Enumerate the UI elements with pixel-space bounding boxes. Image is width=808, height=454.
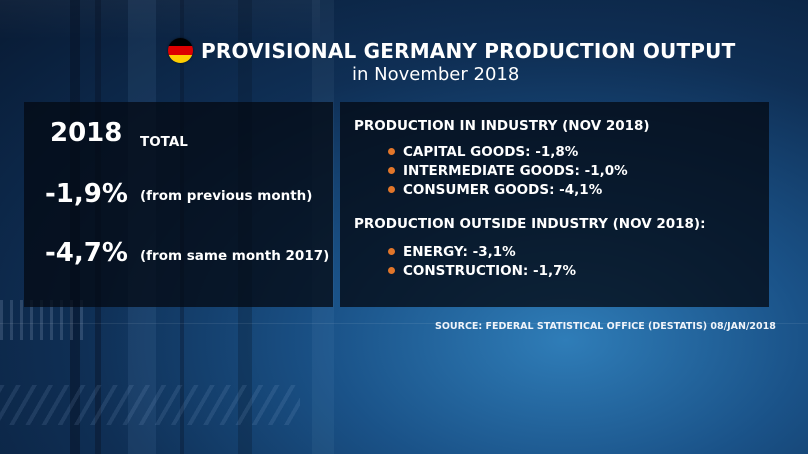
bullet-dot-icon bbox=[388, 267, 395, 274]
background-blur bbox=[0, 0, 320, 40]
page-subtitle: in November 2018 bbox=[352, 64, 520, 85]
list-item-label: CONSTRUCTION: -1,7% bbox=[403, 262, 577, 279]
outside-industry-heading: PRODUCTION OUTSIDE INDUSTRY (NOV 2018): bbox=[354, 216, 706, 232]
list-item: CAPITAL GOODS: -1,8% bbox=[388, 142, 628, 161]
yearly-change-note: (from same month 2017) bbox=[140, 248, 330, 264]
list-item: CONSUMER GOODS: -4,1% bbox=[388, 180, 628, 199]
outside-industry-list: ENERGY: -3,1% CONSTRUCTION: -1,7% bbox=[388, 242, 576, 280]
bullet-dot-icon bbox=[388, 148, 395, 155]
background-dashes bbox=[0, 385, 300, 425]
monthly-change-value: -1,9% bbox=[45, 179, 128, 209]
list-item: ENERGY: -3,1% bbox=[388, 242, 576, 261]
germany-flag-icon bbox=[168, 38, 193, 63]
yearly-change-value: -4,7% bbox=[45, 238, 128, 268]
title-row: PROVISIONAL GERMANY PRODUCTION OUTPUT bbox=[168, 38, 735, 63]
industry-heading: PRODUCTION IN INDUSTRY (NOV 2018) bbox=[354, 118, 650, 134]
list-item: CONSTRUCTION: -1,7% bbox=[388, 261, 576, 280]
monthly-change-note: (from previous month) bbox=[140, 188, 313, 204]
bullet-dot-icon bbox=[388, 167, 395, 174]
list-item-label: INTERMEDIATE GOODS: -1,0% bbox=[403, 162, 628, 179]
total-label: TOTAL bbox=[140, 134, 188, 150]
bullet-dot-icon bbox=[388, 186, 395, 193]
breakdown-panel: PRODUCTION IN INDUSTRY (NOV 2018) CAPITA… bbox=[340, 102, 769, 307]
background-line bbox=[0, 323, 808, 324]
page-title: PROVISIONAL GERMANY PRODUCTION OUTPUT bbox=[201, 38, 736, 63]
bullet-dot-icon bbox=[388, 248, 395, 255]
list-item-label: ENERGY: -3,1% bbox=[403, 243, 516, 260]
industry-list: CAPITAL GOODS: -1,8% INTERMEDIATE GOODS:… bbox=[388, 142, 628, 199]
list-item: INTERMEDIATE GOODS: -1,0% bbox=[388, 161, 628, 180]
source-note: SOURCE: FEDERAL STATISTICAL OFFICE (DEST… bbox=[435, 321, 776, 332]
list-item-label: CAPITAL GOODS: -1,8% bbox=[403, 143, 579, 160]
list-item-label: CONSUMER GOODS: -4,1% bbox=[403, 181, 603, 198]
total-panel: 2018 TOTAL -1,9% (from previous month) -… bbox=[24, 102, 333, 307]
year-value: 2018 bbox=[50, 118, 123, 148]
